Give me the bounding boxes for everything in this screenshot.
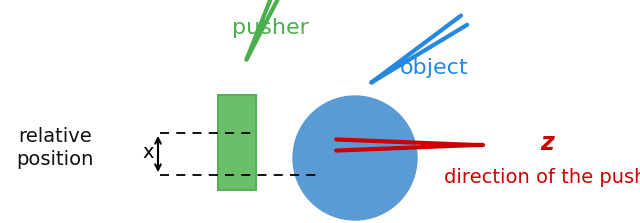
Text: direction of the push: direction of the push: [444, 168, 640, 187]
Text: x: x: [142, 142, 154, 161]
Bar: [218, 95, 256, 190]
Text: pusher: pusher: [232, 18, 308, 38]
Text: relative
position: relative position: [16, 127, 93, 169]
Text: z: z: [540, 131, 554, 155]
Text: object: object: [400, 58, 468, 78]
Circle shape: [293, 96, 417, 220]
